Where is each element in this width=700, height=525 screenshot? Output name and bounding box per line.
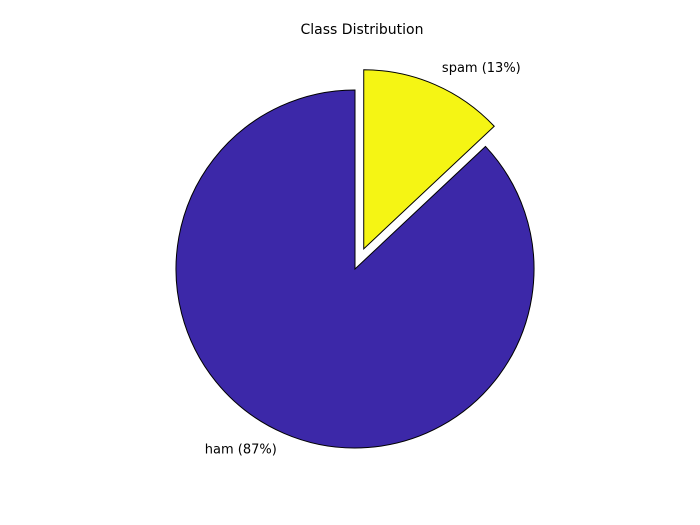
pie-slice-spam [363, 69, 495, 250]
slice-label-ham: ham (87%) [205, 443, 277, 458]
pie-slice-labels: spam (13%) ham (87%) [205, 61, 521, 458]
pie-slice-ham [175, 89, 535, 449]
pie-slices [175, 69, 535, 449]
slice-label-spam: spam (13%) [442, 61, 521, 76]
chart-title: Class Distribution [301, 22, 424, 38]
